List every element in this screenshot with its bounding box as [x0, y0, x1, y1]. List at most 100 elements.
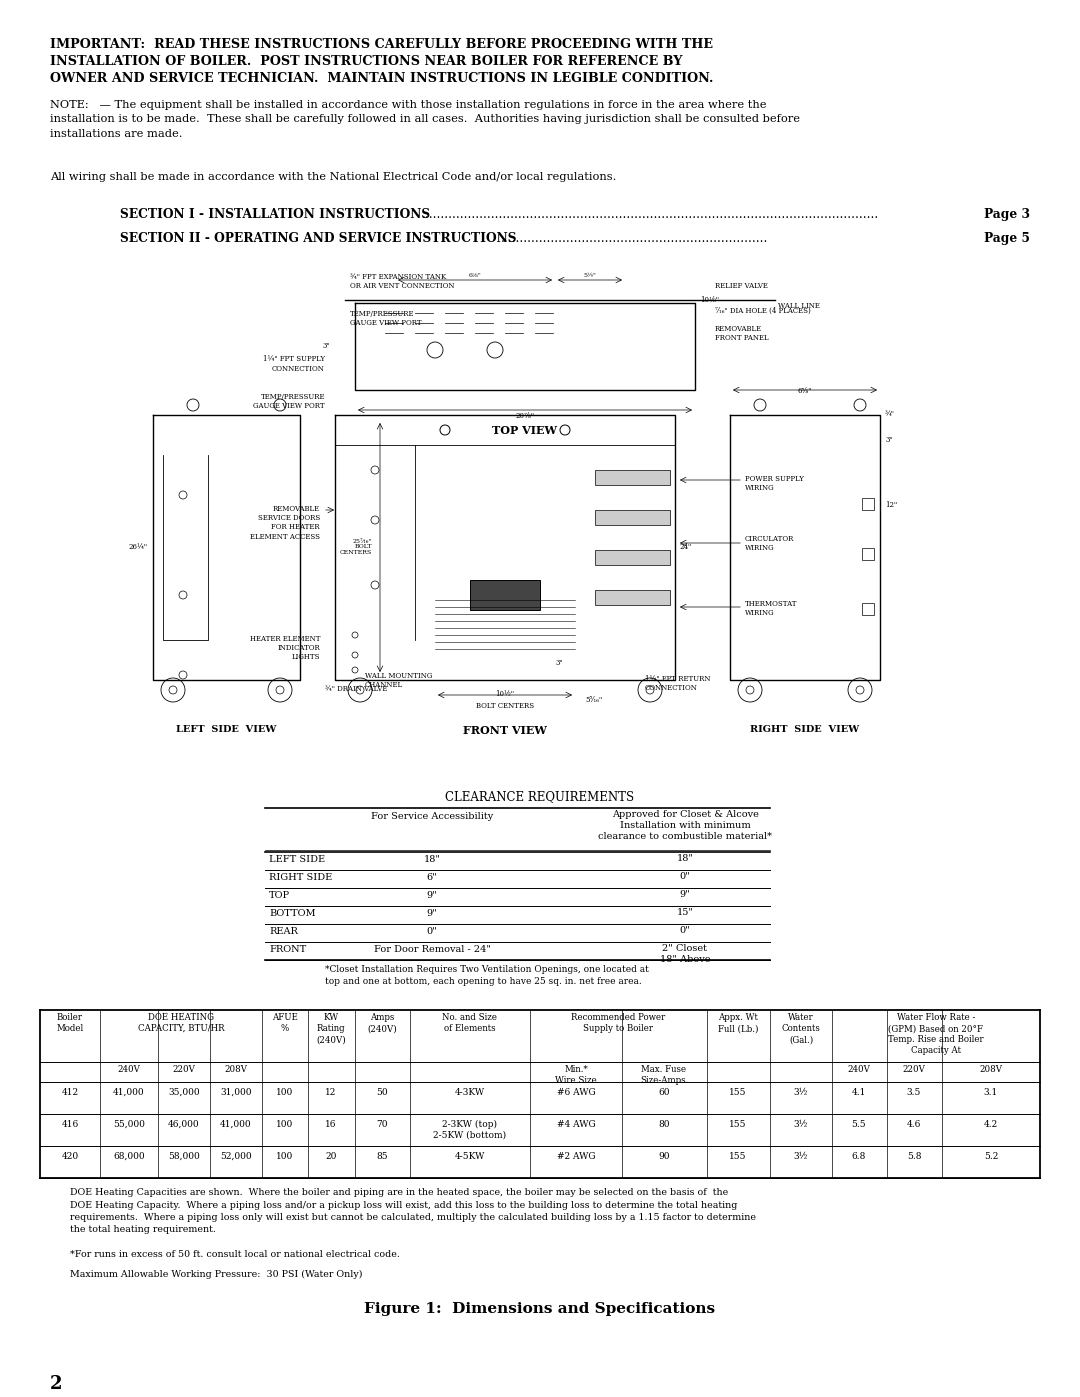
- Text: 12": 12": [885, 502, 897, 509]
- Text: 60: 60: [658, 1088, 670, 1097]
- Text: TOP VIEW: TOP VIEW: [492, 425, 557, 436]
- Text: *For runs in excess of 50 ft. consult local or national electrical code.: *For runs in excess of 50 ft. consult lo…: [70, 1250, 400, 1259]
- Text: 4.1: 4.1: [852, 1088, 866, 1097]
- Text: 3½: 3½: [794, 1120, 808, 1129]
- Text: 240V: 240V: [118, 1065, 140, 1074]
- Text: 100: 100: [276, 1120, 294, 1129]
- Text: CLEARANCE REQUIREMENTS: CLEARANCE REQUIREMENTS: [445, 789, 635, 803]
- Text: 41,000: 41,000: [220, 1120, 252, 1129]
- Text: ................................................................................: ........................................…: [422, 208, 879, 221]
- Text: 31,000: 31,000: [220, 1088, 252, 1097]
- Text: Boiler
Model: Boiler Model: [56, 1013, 83, 1034]
- Text: OWNER AND SERVICE TECHNICIAN.  MAINTAIN INSTRUCTIONS IN LEGIBLE CONDITION.: OWNER AND SERVICE TECHNICIAN. MAINTAIN I…: [50, 73, 714, 85]
- Text: 220V: 220V: [903, 1065, 926, 1074]
- Text: 68,000: 68,000: [113, 1153, 145, 1161]
- Text: 420: 420: [62, 1153, 79, 1161]
- Text: INSTALLATION OF BOILER.  POST INSTRUCTIONS NEAR BOILER FOR REFERENCE BY: INSTALLATION OF BOILER. POST INSTRUCTION…: [50, 54, 683, 68]
- Text: RELIEF VALVE: RELIEF VALVE: [715, 282, 768, 291]
- Text: DOE HEATING
CAPACITY, BTU/HR: DOE HEATING CAPACITY, BTU/HR: [137, 1013, 225, 1034]
- Text: 2" Closet
18" Above: 2" Closet 18" Above: [660, 944, 711, 964]
- Text: 6⅝": 6⅝": [798, 387, 812, 395]
- Text: 2: 2: [50, 1375, 63, 1393]
- Text: DOE Heating Capacities are shown.  Where the boiler and piping are in the heated: DOE Heating Capacities are shown. Where …: [70, 1187, 756, 1235]
- Bar: [595, 469, 670, 485]
- Text: LEFT  SIDE  VIEW: LEFT SIDE VIEW: [176, 725, 276, 733]
- Text: 220V: 220V: [173, 1065, 195, 1074]
- Text: POWER SUPPLY
WIRING: POWER SUPPLY WIRING: [745, 475, 804, 492]
- Text: AFUE
%: AFUE %: [272, 1013, 298, 1034]
- Text: .....................................................................: ........................................…: [501, 232, 768, 244]
- Text: 9": 9": [427, 909, 437, 918]
- Text: 416: 416: [62, 1120, 79, 1129]
- Text: 3½: 3½: [794, 1153, 808, 1161]
- Text: 4-5KW: 4-5KW: [455, 1153, 485, 1161]
- Text: 24": 24": [680, 543, 692, 550]
- Text: Water
Contents
(Gal.): Water Contents (Gal.): [782, 1013, 821, 1044]
- Text: 80: 80: [658, 1120, 670, 1129]
- Text: 100: 100: [276, 1153, 294, 1161]
- Text: 155: 155: [729, 1120, 746, 1129]
- Text: 208V: 208V: [225, 1065, 247, 1074]
- Text: ¾": ¾": [885, 409, 895, 418]
- Text: 25⁷⁄₁₆"
BOLT
CENTERS: 25⁷⁄₁₆" BOLT CENTERS: [340, 539, 372, 555]
- Text: NOTE:   — The equipment shall be installed in accordance with those installation: NOTE: — The equipment shall be installed…: [50, 101, 800, 138]
- Text: 10⅛": 10⅛": [700, 296, 719, 305]
- Text: ¾" DRAIN VALVE: ¾" DRAIN VALVE: [325, 685, 388, 693]
- Text: WALL LINE: WALL LINE: [778, 302, 820, 310]
- Text: 6.8: 6.8: [852, 1153, 866, 1161]
- Text: IMPORTANT:  READ THESE INSTRUCTIONS CAREFULLY BEFORE PROCEEDING WITH THE: IMPORTANT: READ THESE INSTRUCTIONS CAREF…: [50, 38, 713, 52]
- Text: FRONT VIEW: FRONT VIEW: [463, 725, 546, 736]
- Text: Maximum Allowable Working Pressure:  30 PSI (Water Only): Maximum Allowable Working Pressure: 30 P…: [70, 1270, 363, 1280]
- Text: 3": 3": [555, 659, 563, 666]
- Text: 9": 9": [427, 891, 437, 900]
- Text: 20⅞": 20⅞": [515, 412, 535, 420]
- Text: Water Flow Rate -
(GPM) Based on 20°F
Temp. Rise and Boiler
Capacity At: Water Flow Rate - (GPM) Based on 20°F Te…: [888, 1013, 984, 1055]
- Text: REMOVABLE
SERVICE DOORS
FOR HEATER
ELEMENT ACCESS: REMOVABLE SERVICE DOORS FOR HEATER ELEME…: [249, 504, 320, 541]
- Text: 5.5: 5.5: [852, 1120, 866, 1129]
- Text: #2 AWG: #2 AWG: [556, 1153, 595, 1161]
- Text: ⁷⁄₁₆" DIA HOLE (4 PLACES): ⁷⁄₁₆" DIA HOLE (4 PLACES): [715, 307, 811, 314]
- Text: 18": 18": [676, 854, 693, 863]
- Text: 3": 3": [322, 342, 330, 351]
- Text: 10½": 10½": [496, 690, 514, 698]
- Text: 9": 9": [679, 890, 690, 900]
- Bar: [595, 590, 670, 605]
- Text: 3.1: 3.1: [984, 1088, 998, 1097]
- Text: TEMP/PRESSURE
GAUGE VIEW PORT: TEMP/PRESSURE GAUGE VIEW PORT: [254, 393, 325, 409]
- Text: LEFT SIDE: LEFT SIDE: [269, 855, 325, 863]
- Text: Approved for Closet & Alcove
Installation with minimum
clearance to combustible : Approved for Closet & Alcove Installatio…: [598, 810, 772, 841]
- Text: 412: 412: [62, 1088, 79, 1097]
- Text: 208V: 208V: [980, 1065, 1002, 1074]
- Text: 4.6: 4.6: [907, 1120, 921, 1129]
- Text: FRONT: FRONT: [269, 944, 307, 954]
- Text: 1¼" FPT RETURN
CONNECTION: 1¼" FPT RETURN CONNECTION: [645, 675, 711, 692]
- Text: HEATER ELEMENT
INDICATOR
LIGHTS: HEATER ELEMENT INDICATOR LIGHTS: [249, 636, 320, 661]
- Text: 0": 0": [679, 926, 690, 935]
- Text: 100: 100: [276, 1088, 294, 1097]
- Text: SECTION II - OPERATING AND SERVICE INSTRUCTIONS: SECTION II - OPERATING AND SERVICE INSTR…: [120, 232, 521, 244]
- Text: 41,000: 41,000: [113, 1088, 145, 1097]
- Text: 35,000: 35,000: [168, 1088, 200, 1097]
- Text: 70: 70: [376, 1120, 388, 1129]
- Text: Page 5: Page 5: [984, 232, 1030, 244]
- Bar: [470, 580, 540, 610]
- Text: ¾" FPT EXPANSION TANK
OR AIR VENT CONNECTION: ¾" FPT EXPANSION TANK OR AIR VENT CONNEC…: [350, 272, 455, 291]
- Text: Min.*
Wire Size: Min.* Wire Size: [555, 1065, 597, 1085]
- Text: REMOVABLE
FRONT PANEL: REMOVABLE FRONT PANEL: [715, 326, 769, 342]
- Text: 16: 16: [325, 1120, 337, 1129]
- Text: 155: 155: [729, 1088, 746, 1097]
- Text: 85: 85: [376, 1153, 388, 1161]
- Text: 20: 20: [325, 1153, 337, 1161]
- Text: KW
Rating
(240V): KW Rating (240V): [316, 1013, 346, 1044]
- Text: 12: 12: [325, 1088, 337, 1097]
- Text: SECTION I - INSTALLATION INSTRUCTIONS: SECTION I - INSTALLATION INSTRUCTIONS: [120, 208, 430, 221]
- Text: 46,000: 46,000: [168, 1120, 200, 1129]
- Text: #4 AWG: #4 AWG: [556, 1120, 595, 1129]
- Text: 0": 0": [427, 928, 437, 936]
- Text: 5.8: 5.8: [907, 1153, 921, 1161]
- Text: *Closet Installation Requires Two Ventilation Openings, one located at
top and o: *Closet Installation Requires Two Ventil…: [325, 965, 649, 986]
- Text: 18": 18": [423, 855, 441, 863]
- Bar: [595, 510, 670, 525]
- Text: 6": 6": [427, 873, 437, 882]
- Text: RIGHT SIDE: RIGHT SIDE: [269, 873, 333, 882]
